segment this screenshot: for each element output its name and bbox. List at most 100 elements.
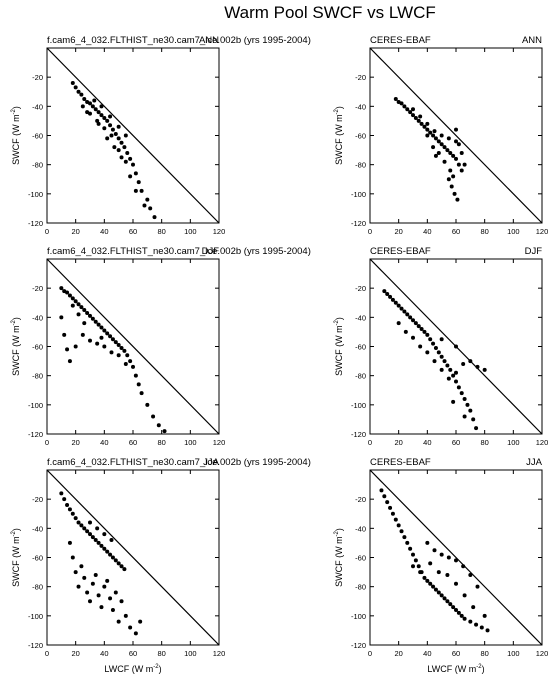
- data-point: [119, 599, 124, 604]
- data-point: [88, 532, 92, 537]
- data-point: [468, 408, 473, 413]
- data-point: [62, 497, 67, 502]
- data-point: [96, 540, 101, 545]
- data-point: [82, 575, 87, 580]
- data-point: [456, 610, 461, 615]
- y-axis-label-text: SWCF (W m: [11, 114, 21, 164]
- data-point: [110, 127, 115, 132]
- data-point: [439, 142, 444, 147]
- x-tick-label: 120: [536, 438, 549, 447]
- data-point: [85, 110, 90, 115]
- data-point: [99, 104, 104, 109]
- data-point: [108, 334, 113, 339]
- data-point: [109, 350, 114, 355]
- data-point: [85, 590, 90, 595]
- y-tick-label: -40: [355, 524, 366, 533]
- data-point: [122, 567, 127, 572]
- x-tick-label: 20: [394, 227, 402, 236]
- data-point: [119, 564, 124, 569]
- data-point: [131, 364, 135, 369]
- data-point: [393, 300, 398, 305]
- data-point: [446, 177, 451, 182]
- data-point: [113, 132, 118, 137]
- panel-title-right: ANN: [199, 35, 219, 46]
- data-point: [411, 564, 415, 569]
- data-point: [451, 605, 456, 610]
- data-point: [422, 329, 427, 334]
- data-point: [96, 322, 101, 327]
- data-point: [70, 511, 75, 516]
- data-point: [451, 153, 456, 158]
- x-tick-label: 40: [423, 649, 431, 658]
- y-tick-label: -120: [28, 641, 43, 650]
- data-point: [108, 552, 113, 557]
- data-point: [70, 296, 75, 301]
- data-point: [485, 628, 490, 633]
- y-tick-label: -100: [28, 612, 43, 621]
- data-point: [475, 364, 480, 369]
- data-point: [382, 494, 387, 499]
- y-tick-label: -40: [32, 524, 43, 533]
- y-tick-label: -60: [355, 554, 366, 563]
- data-point: [445, 363, 450, 368]
- data-point: [446, 376, 451, 381]
- data-point: [125, 353, 130, 358]
- data-point: [85, 529, 90, 534]
- data-point: [113, 558, 118, 563]
- data-point: [108, 596, 113, 601]
- data-point: [99, 543, 104, 548]
- data-point: [425, 540, 430, 545]
- data-point: [59, 315, 64, 320]
- x-axis-label: LWCF (W m-2): [104, 664, 161, 674]
- data-point: [102, 116, 107, 120]
- data-point: [431, 145, 436, 150]
- x-tick-label: 100: [507, 649, 520, 658]
- data-point: [474, 622, 479, 627]
- data-point: [95, 341, 100, 346]
- data-point: [448, 367, 453, 372]
- y-tick-label: -20: [355, 284, 366, 293]
- data-point: [459, 168, 464, 173]
- data-point: [133, 188, 138, 193]
- data-point: [90, 104, 95, 109]
- y-tick-label: -40: [32, 102, 43, 111]
- data-point: [65, 503, 70, 507]
- data-point: [402, 309, 407, 314]
- data-point: [128, 359, 133, 364]
- data-point: [454, 608, 458, 612]
- data-point: [418, 344, 423, 349]
- data-point: [454, 156, 458, 161]
- x-tick-label: 20: [71, 649, 79, 658]
- y-tick-label: -40: [355, 102, 366, 111]
- y-axis-label: SWCF (W m-2): [334, 317, 344, 376]
- y-tick-label: -80: [355, 161, 366, 170]
- data-point: [442, 359, 447, 364]
- data-point: [109, 538, 114, 542]
- data-point: [422, 575, 427, 580]
- data-point: [123, 133, 128, 138]
- y-axis-label-exponent: -2: [334, 108, 340, 114]
- data-point: [413, 558, 418, 563]
- data-point: [116, 148, 121, 153]
- data-point: [90, 581, 95, 586]
- y-tick-label: -100: [351, 401, 366, 410]
- panel-title-left: f.cam6_4_032.FLTHIST_ne30.cam7_ice.002b …: [47, 35, 311, 46]
- data-point: [433, 136, 438, 141]
- data-point: [399, 101, 404, 106]
- x-tick-label: 60: [452, 438, 460, 447]
- data-point: [436, 350, 441, 355]
- y-tick-label: -80: [32, 583, 43, 592]
- data-point: [454, 370, 458, 375]
- y-tick-label: -20: [355, 73, 366, 82]
- data-point: [113, 590, 118, 595]
- data-point: [79, 564, 84, 569]
- data-point: [113, 340, 118, 345]
- data-point: [88, 101, 92, 106]
- data-point: [110, 337, 115, 342]
- data-point: [73, 344, 78, 349]
- data-point: [456, 162, 461, 167]
- reference-line: [46, 258, 220, 435]
- data-point: [82, 321, 87, 326]
- x-tick-label: 60: [452, 227, 460, 236]
- x-tick-label: 40: [423, 227, 431, 236]
